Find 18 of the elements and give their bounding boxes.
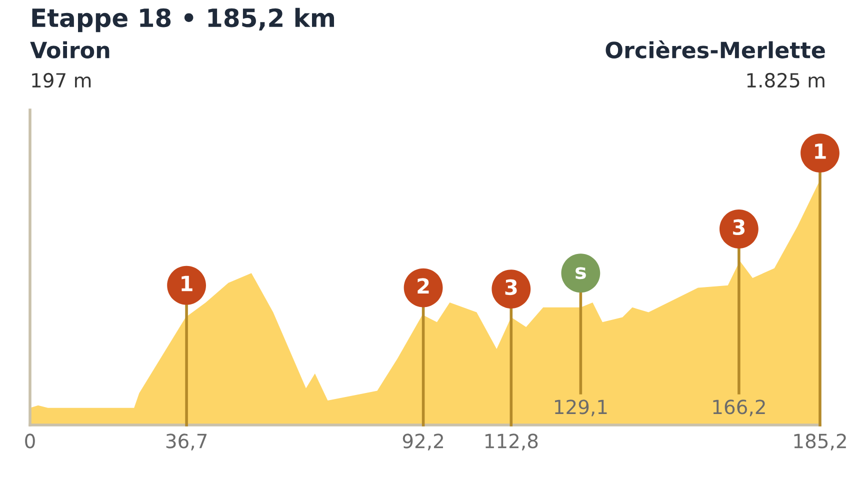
x-tick-label: 185,2 [794, 434, 846, 450]
text: 1.825 m [747, 72, 824, 88]
annotation: 129,1 [555, 400, 607, 416]
annotation: s [576, 267, 586, 280]
annotation: 1 [815, 144, 826, 159]
annotation: 3 [733, 219, 745, 236]
annotation: 1 [182, 276, 192, 292]
annotation: 2 [418, 278, 429, 294]
x-tick-label: 112,8 [485, 434, 538, 450]
chart-title: Etappe 18 • 185,2 km [32, 8, 334, 32]
text: Orcières-Merlette [606, 40, 825, 58]
x-tick-label: 36,7 [166, 434, 207, 450]
text: 197 m [32, 72, 91, 88]
x-tick-label: 0 [25, 434, 35, 448]
text: Voiron [30, 41, 110, 58]
x-tick-label: 92,2 [402, 434, 443, 450]
annotation: 3 [505, 279, 517, 296]
annotation: 166,2 [713, 400, 765, 416]
